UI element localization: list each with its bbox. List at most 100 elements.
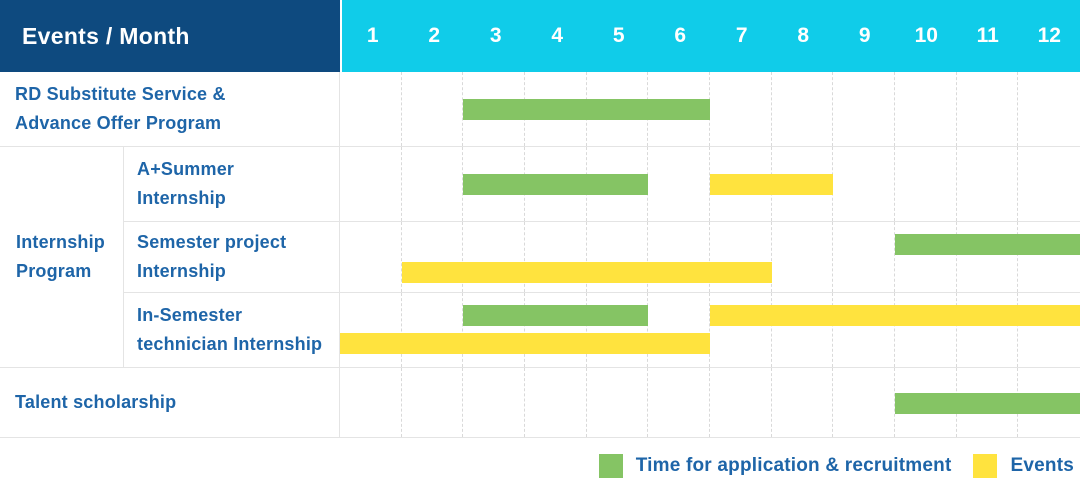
month-cell <box>772 368 834 437</box>
month-header-row: 1 2 3 4 5 6 7 8 9 10 11 12 <box>340 0 1080 72</box>
row-timeline <box>340 222 1080 292</box>
month-cell <box>710 72 772 146</box>
row-timeline <box>340 368 1080 437</box>
month-header-cell: 10 <box>914 24 938 47</box>
month-cell <box>1018 147 1080 221</box>
internship-program-group: Internship Program A+Summer Internship S… <box>0 147 1080 368</box>
month-cell <box>402 293 464 367</box>
month-cell <box>710 222 772 292</box>
month-cell <box>833 368 895 437</box>
row-label-a-plus-summer: A+Summer Internship <box>124 147 340 221</box>
month-cell <box>772 72 834 146</box>
month-cell <box>402 147 464 221</box>
month-cell <box>587 222 649 292</box>
row-label-line: Talent scholarship <box>15 392 177 412</box>
row-label-line: Internship <box>137 261 227 281</box>
row-label-line: Internship <box>137 188 227 208</box>
month-header-cell: 7 <box>735 24 748 47</box>
row-label-talent-scholarship: Talent scholarship <box>0 368 340 437</box>
month-cell <box>1018 72 1080 146</box>
month-cell <box>648 293 710 367</box>
month-cell <box>772 222 834 292</box>
event-row-talent-scholarship: Talent scholarship <box>0 368 1080 438</box>
group-label-line: Internship <box>16 232 106 252</box>
month-cell <box>957 72 1019 146</box>
month-cell <box>463 222 525 292</box>
month-header-cell: 9 <box>858 24 871 47</box>
gantt-bar-yellow <box>401 262 772 283</box>
month-cell <box>895 147 957 221</box>
month-cell <box>895 72 957 146</box>
month-cell <box>402 72 464 146</box>
month-cell <box>895 222 957 292</box>
month-cell <box>895 293 957 367</box>
row-label-rd-substitute: RD Substitute Service & Advance Offer Pr… <box>0 72 340 146</box>
group-label-internship-program: Internship Program <box>0 147 124 368</box>
month-header-cell: 3 <box>489 24 502 47</box>
internship-program-rows: A+Summer Internship Semester project Int… <box>124 147 1080 368</box>
month-cell <box>957 293 1019 367</box>
legend-label: Time for application & recruitment <box>635 455 952 476</box>
gantt-bar-green <box>895 392 1080 414</box>
month-cell <box>833 147 895 221</box>
month-cell <box>833 222 895 292</box>
month-cell <box>402 368 464 437</box>
legend-item-application-recruitment: Time for application & recruitment <box>598 454 952 478</box>
month-cell <box>340 222 402 292</box>
legend-yellow-swatch <box>973 454 998 478</box>
legend-item-events: Events <box>973 454 1074 478</box>
group-label-line: Program <box>16 261 92 281</box>
row-timeline <box>340 293 1080 367</box>
event-row-a-plus-summer: A+Summer Internship <box>124 147 1080 222</box>
row-label-semester-project: Semester project Internship <box>124 222 340 292</box>
row-timeline <box>340 147 1080 221</box>
month-cell <box>648 368 710 437</box>
row-label-in-semester-technician: In-Semester technician Internship <box>124 293 340 367</box>
legend: Time for application & recruitment Event… <box>0 438 1080 494</box>
month-cell <box>648 222 710 292</box>
gantt-bar-green <box>463 174 649 195</box>
month-header-cell: 4 <box>551 24 564 47</box>
month-cell <box>957 222 1019 292</box>
month-cell <box>525 368 587 437</box>
row-label-line: Advance Offer Program <box>15 113 222 133</box>
month-header-cell: 1 <box>366 24 379 47</box>
event-row-semester-project: Semester project Internship <box>124 222 1080 293</box>
gantt-bar-green <box>463 99 710 120</box>
corner-header-cell: Events / Month <box>0 0 340 72</box>
month-gridlines <box>340 72 1080 146</box>
gantt-bar-yellow <box>340 333 710 354</box>
month-header-cell: 11 <box>976 24 999 47</box>
month-cell <box>772 293 834 367</box>
month-header-cell: 8 <box>797 24 810 47</box>
month-cell <box>525 293 587 367</box>
month-header-cell: 12 <box>1037 24 1061 47</box>
month-cell <box>525 222 587 292</box>
month-cell <box>710 293 772 367</box>
month-cell <box>340 368 402 437</box>
gantt-bar-yellow <box>710 305 1080 326</box>
month-cell <box>587 368 649 437</box>
event-row-rd-substitute: RD Substitute Service & Advance Offer Pr… <box>0 72 1080 147</box>
month-cell <box>340 293 402 367</box>
month-cell <box>833 293 895 367</box>
month-cell <box>710 368 772 437</box>
row-label-line: Semester project <box>137 232 287 252</box>
month-cell <box>340 72 402 146</box>
month-cell <box>957 147 1019 221</box>
event-row-in-semester-technician: In-Semester technician Internship <box>124 293 1080 368</box>
table-header-row: Events / Month 1 2 3 4 5 6 7 8 9 10 11 12 <box>0 0 1080 72</box>
legend-green-swatch <box>598 454 623 478</box>
month-gridlines <box>340 293 1080 367</box>
month-cell <box>648 147 710 221</box>
month-header-cell: 5 <box>612 24 625 47</box>
month-cell <box>463 368 525 437</box>
gantt-bar-yellow <box>710 174 834 195</box>
row-label-line: RD Substitute Service & <box>15 84 226 104</box>
month-cell <box>402 222 464 292</box>
month-header-cell: 2 <box>428 24 441 47</box>
gantt-bar-green <box>895 234 1080 255</box>
gantt-bar-green <box>463 305 649 326</box>
month-cell <box>340 147 402 221</box>
